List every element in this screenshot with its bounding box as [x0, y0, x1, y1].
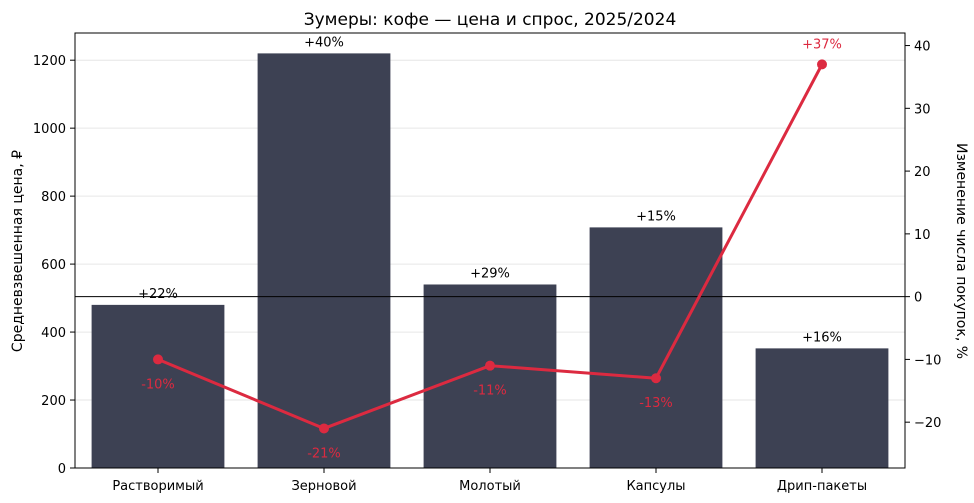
y-tick-label: 200 — [41, 394, 66, 409]
x-tick-label: Капсулы — [626, 479, 685, 494]
bar — [755, 348, 889, 468]
line-point — [485, 360, 495, 371]
line-point — [651, 373, 661, 384]
bar — [91, 304, 225, 468]
y-tick-label: 800 — [41, 190, 66, 205]
bar-label: +40% — [304, 35, 344, 50]
y2-tick-label: 10 — [914, 228, 931, 243]
y2-tick-label: 20 — [914, 165, 931, 180]
line-point — [817, 59, 827, 70]
x-tick-label: Растворимый — [112, 479, 203, 494]
x-tick-label: Дрип-пакеты — [777, 479, 867, 494]
bar-label: +29% — [470, 266, 510, 281]
line-label: -13% — [639, 396, 673, 411]
line-label: +37% — [802, 37, 842, 52]
bar — [423, 284, 557, 468]
bars — [91, 53, 889, 468]
line-series — [153, 59, 827, 434]
x-axis: Растворимый Зерновой Молотый Капсулы Дрип-па… — [112, 468, 867, 494]
line-labels: -10% -21% -11% -13% +37% — [141, 37, 842, 461]
bar — [257, 53, 391, 468]
bar-label: +22% — [138, 287, 178, 302]
y-tick-label: 0 — [58, 462, 66, 477]
chart-title: Зумеры: кофе — цена и спрос, 2025/2024 — [304, 10, 677, 30]
bar-label: +15% — [636, 209, 676, 224]
y-tick-label: 1200 — [33, 54, 66, 69]
bar-label: +16% — [802, 330, 842, 345]
line-label: -21% — [307, 446, 341, 461]
y-tick-label: 600 — [41, 258, 66, 273]
x-tick-label: Зерновой — [291, 479, 356, 494]
left-axis: 0 200 400 600 800 1000 1200 — [33, 54, 75, 477]
y2-axis-title: Изменение числа покупок, % — [953, 143, 969, 359]
bar — [589, 227, 723, 468]
line-point — [319, 423, 329, 434]
y2-tick-label: 40 — [914, 40, 931, 55]
line-point — [153, 354, 163, 365]
y-axis-title: Средневзвешенная цена, ₽ — [10, 150, 26, 352]
y-tick-label: 400 — [41, 326, 66, 341]
x-tick-label: Молотый — [459, 479, 521, 494]
y2-tick-label: 0 — [914, 291, 922, 306]
y2-tick-label: −20 — [914, 416, 941, 431]
right-axis: −20 −10 0 10 20 30 40 — [905, 40, 941, 431]
y2-tick-label: 30 — [914, 102, 931, 117]
bar-labels: +22% +40% +29% +15% +16% — [138, 35, 842, 345]
y2-tick-label: −10 — [914, 353, 941, 368]
line-label: -10% — [141, 377, 175, 392]
line-label: -11% — [473, 384, 507, 399]
y-tick-label: 1000 — [33, 122, 66, 137]
